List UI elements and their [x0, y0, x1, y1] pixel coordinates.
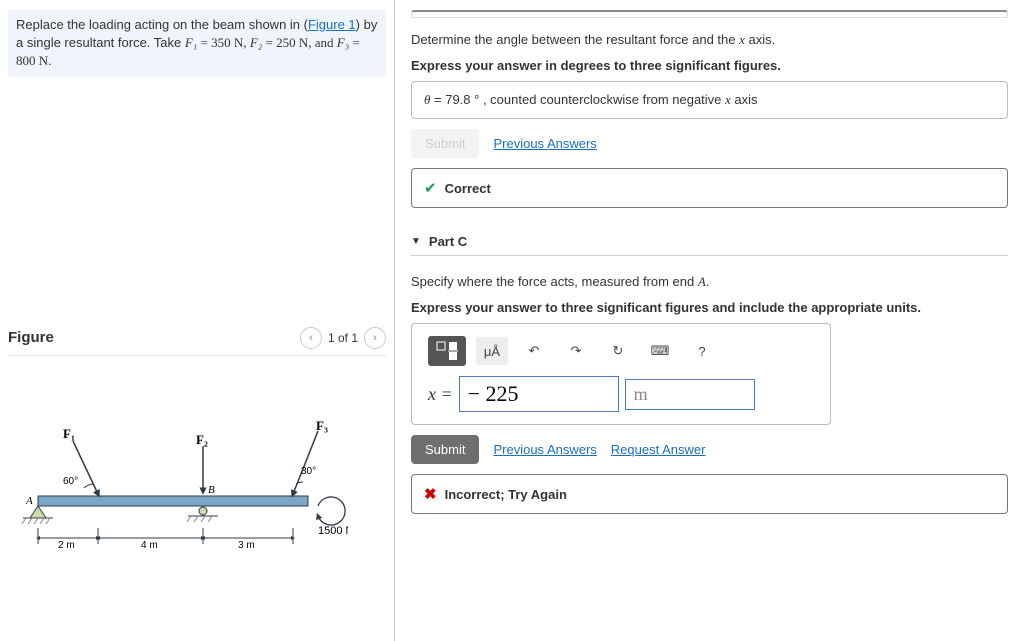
units-button[interactable]: μÅ: [476, 337, 508, 365]
partb-prompt-1: Determine the angle between the resultan…: [411, 32, 736, 47]
fig-ang60: 60°: [63, 476, 78, 487]
x-value-input[interactable]: [459, 376, 619, 412]
problem-text-1: Replace the loading acting on the beam s…: [16, 17, 308, 32]
partc-feedback-text: Incorrect; Try Again: [445, 487, 567, 502]
cross-icon: ✖: [424, 485, 437, 503]
fig-f2-label: F₂: [196, 432, 208, 447]
figure-header: Figure ‹ 1 of 1 ›: [8, 327, 386, 356]
x-equals-label: x =: [428, 384, 453, 405]
help-button[interactable]: ?: [686, 337, 718, 365]
theta-symbol: θ: [424, 92, 430, 107]
partc-submit-button[interactable]: Submit: [411, 435, 479, 464]
f1-label: F₁: [185, 35, 197, 50]
f2-value: = 250 N, and: [262, 35, 337, 50]
partc-prompt-2: Express your answer to three significant…: [411, 298, 1008, 318]
input-toolbar: μÅ ↶ ↷ ↻ ⌨ ?: [428, 336, 814, 366]
partb-feedback-text: Correct: [445, 181, 491, 196]
redo-button[interactable]: ↷: [560, 337, 592, 365]
undo-button[interactable]: ↶: [518, 337, 550, 365]
partb-feedback: ✔ Correct: [411, 168, 1008, 208]
fig-B: B: [208, 484, 215, 496]
partc-header[interactable]: ▼ Part C: [411, 228, 1008, 256]
figure-prev-button[interactable]: ‹: [300, 327, 322, 349]
reset-button[interactable]: ↻: [602, 337, 634, 365]
partc-header-text: Part C: [429, 234, 467, 249]
partc-feedback: ✖ Incorrect; Try Again: [411, 474, 1008, 514]
figure-link[interactable]: Figure 1: [308, 17, 356, 32]
partc-prompt-1: Specify where the force acts, measured f…: [411, 272, 1008, 292]
partc-input-container: μÅ ↶ ↷ ↻ ⌨ ? x =: [411, 323, 831, 425]
caret-down-icon: ▼: [411, 236, 421, 247]
partb-prompt: Determine the angle between the resultan…: [411, 30, 1008, 50]
fig-d2: 2 m: [58, 540, 75, 551]
fig-f1-label: F₁: [63, 426, 75, 441]
check-icon: ✔: [424, 179, 437, 197]
figure-title: Figure: [8, 329, 54, 346]
fig-d3: 3 m: [238, 540, 255, 551]
fig-A: A: [25, 495, 33, 507]
partb-prompt-2: Express your answer in degrees to three …: [411, 56, 1008, 76]
fig-moment: 1500 N·m: [318, 525, 348, 537]
figure-nav-pos: 1 of 1: [328, 331, 358, 345]
f2-label: F₂: [250, 35, 262, 50]
fig-f3-label: F₃: [316, 418, 328, 433]
x-unit-input[interactable]: [625, 379, 755, 410]
figure-diagram: F₁ F₂ F₃ 60° 30° A B 1500 N·m 2 m 4 m 3 …: [8, 416, 386, 559]
keyboard-button[interactable]: ⌨: [644, 337, 676, 365]
partb-value: 79.8: [445, 92, 470, 107]
fig-d4: 4 m: [141, 540, 158, 551]
partb-answer-box: θ = 79.8 ° , counted counterclockwise fr…: [411, 81, 1008, 119]
partb-submit-button: Submit: [411, 129, 479, 158]
fraction-template-button[interactable]: [428, 336, 466, 366]
partc-prev-answers-link[interactable]: Previous Answers: [493, 442, 596, 457]
f1-value: = 350 N,: [197, 35, 249, 50]
partb-prev-answers-link[interactable]: Previous Answers: [493, 136, 596, 151]
section-divider-top: [411, 10, 1008, 18]
fig-ang30: 30°: [301, 466, 316, 477]
partc-request-answer-link[interactable]: Request Answer: [611, 442, 706, 457]
problem-statement: Replace the loading acting on the beam s…: [8, 10, 386, 77]
figure-next-button[interactable]: ›: [364, 327, 386, 349]
f3-label: F₃: [337, 35, 349, 50]
